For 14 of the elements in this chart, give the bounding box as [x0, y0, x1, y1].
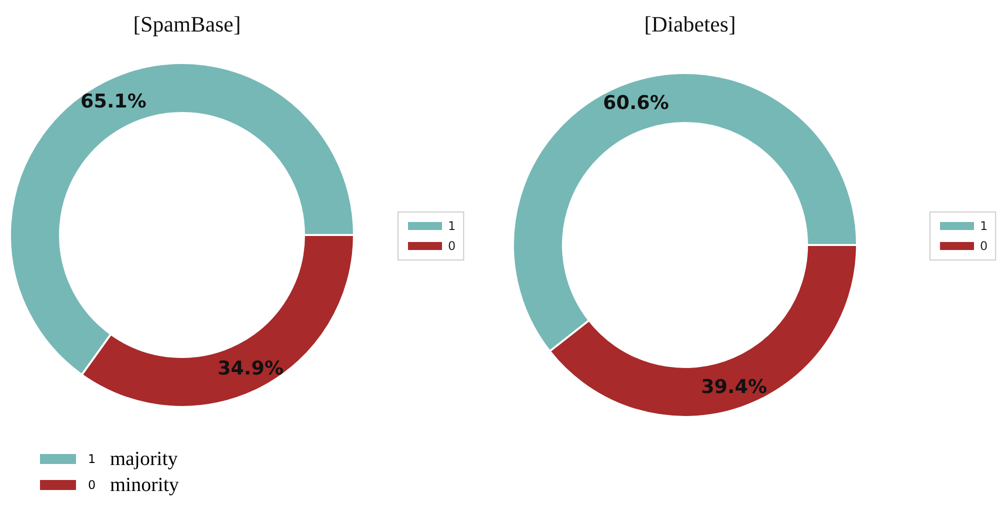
legend-label: 1: [448, 219, 456, 233]
text: 0: [88, 478, 97, 492]
text: minority: [110, 474, 179, 496]
data-label: 65.1%: [80, 90, 146, 113]
chart-title: [SpamBase]: [133, 12, 241, 36]
text: majority: [110, 448, 178, 470]
data-label: 34.9%: [218, 357, 284, 380]
chart-title: [Diabetes]: [644, 12, 736, 36]
legend-label: 0: [980, 239, 988, 253]
legend-label: 1: [980, 219, 988, 233]
legend-label: 0: [448, 239, 456, 253]
data-label: 39.4%: [701, 376, 767, 398]
text: 1: [88, 452, 97, 466]
data-label: 60.6%: [603, 92, 669, 114]
